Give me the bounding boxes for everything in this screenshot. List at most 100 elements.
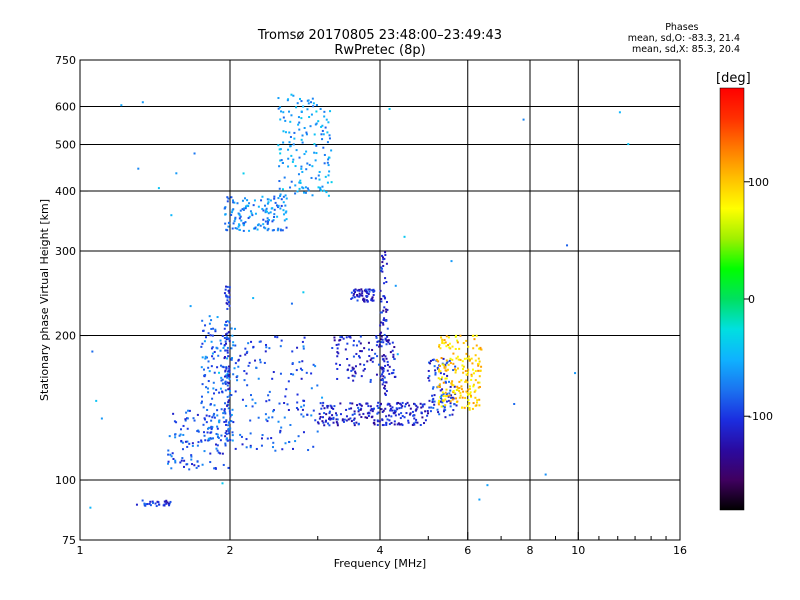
echo-point [347,376,350,379]
echo-point [259,224,262,227]
echo-point [382,264,385,267]
echo-point [323,412,326,415]
echo-point [365,299,368,302]
echo-point [279,159,282,162]
echo-point [244,205,247,208]
echo-point [256,228,259,231]
echo-point [158,503,161,506]
colorbar [719,87,745,511]
echo-point [407,421,410,424]
echo-point [453,368,456,371]
echo-point [468,407,471,410]
echo-point [208,315,211,318]
echo-point [225,295,228,298]
echo-point [258,340,261,343]
echo-point [169,500,172,503]
echo-point [238,229,241,232]
echo-point [326,406,329,409]
echo-point [245,438,248,441]
echo-point [403,416,406,419]
echo-point [338,363,341,366]
echo-point [165,499,168,502]
echo-point [411,410,414,413]
echo-point [383,387,386,390]
echo-point [445,362,448,365]
echo-point [219,387,222,390]
echo-point [225,228,228,231]
echo-point [285,388,288,391]
echo-point [226,372,229,375]
echo-point [201,342,204,345]
echo-point [384,296,387,299]
echo-point [312,409,315,412]
echo-point [273,197,276,200]
echo-point [395,407,398,410]
echo-point [352,367,355,370]
echo-point [475,404,478,407]
echo-point [369,378,372,381]
echo-point [477,386,480,389]
echo-point [224,213,227,216]
echo-point [452,352,455,355]
echo-point [443,373,446,376]
echo-point [207,332,210,335]
echo-point [225,338,228,341]
echo-point [157,187,160,190]
echo-point [254,212,257,215]
echo-point [221,452,224,455]
echo-point [279,372,282,375]
echo-point [296,190,299,193]
echo-point [331,347,334,350]
echo-point [223,420,226,423]
echo-point [411,423,414,426]
echo-point [294,165,297,168]
echo-point [259,340,262,343]
echo-point [441,391,444,394]
echo-point [202,406,205,409]
echo-point [413,423,416,426]
echo-point [241,208,244,211]
echo-point [276,229,279,232]
echo-point [223,409,226,412]
echo-point [387,402,390,405]
echo-point [228,410,231,413]
echo-point [264,204,267,207]
echo-point [231,439,234,442]
echo-point [219,339,222,342]
echo-point [462,365,465,368]
echo-point [385,310,388,313]
echo-point [217,420,220,423]
colorbar-ticks: 100 0 -100 [744,176,773,423]
echo-point [288,110,291,113]
echo-point [437,411,440,414]
echo-point [420,411,423,414]
echo-point [204,374,207,377]
echo-point [377,406,380,409]
echo-point [211,346,214,349]
echo-point [281,229,284,232]
echo-point [322,401,325,404]
echo-point [290,93,293,96]
echo-point [445,345,448,348]
echo-point [219,439,222,442]
echo-point [291,362,294,365]
echo-point [513,402,516,405]
echo-point [172,457,175,460]
echo-point [283,213,286,216]
echo-point [212,437,215,440]
echo-point [228,390,231,393]
echo-point [281,448,284,451]
echo-point [212,327,215,330]
echo-point [355,344,358,347]
echo-point [215,447,218,450]
echo-point [268,399,271,402]
echo-point [447,343,450,346]
echo-point [354,291,357,294]
x-tick-labels: 1 2 4 6 8 10 16 [77,544,688,557]
echo-point [323,110,326,113]
echo-point [401,401,404,404]
echo-point [456,400,459,403]
echo-point [302,399,305,402]
echo-point [316,421,319,424]
echo-point [191,442,194,445]
